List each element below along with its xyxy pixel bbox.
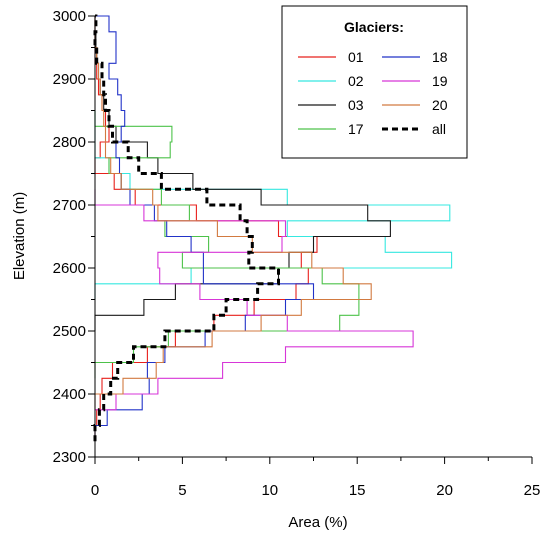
x-tick-label: 25	[524, 482, 541, 499]
y-tick-label: 2700	[53, 197, 86, 214]
legend: Glaciers: 01 02 03 17 18 19 20 all	[281, 5, 468, 159]
legend-title: Glaciers:	[344, 19, 404, 35]
y-axis-label: Elevation (m)	[11, 192, 28, 280]
x-tick-label: 20	[436, 482, 453, 499]
x-tick-label: 0	[91, 482, 99, 499]
series-line-20	[94, 31, 372, 410]
legend-label-03: 03	[348, 97, 364, 113]
legend-label-all: all	[432, 121, 446, 137]
legend-label-02: 02	[348, 73, 364, 89]
legend-frame	[281, 5, 468, 159]
axes-layer: 2300 2400 2500 2600 2700 2800 2900 3000 0 5 10 15 20…	[53, 8, 541, 499]
y-tick-label: 2600	[53, 260, 86, 277]
y-tick-label: 2300	[53, 449, 86, 466]
y-tick-label: 2800	[53, 134, 86, 151]
series-line-18	[94, 15, 315, 442]
legend-items: 01 02 03 17 18 19 20 all	[298, 49, 448, 137]
legend-label-01: 01	[348, 49, 364, 65]
y-tick-label: 2500	[53, 323, 86, 340]
y-tick-label: 3000	[53, 8, 86, 25]
series-line-all	[93, 14, 280, 442]
x-axis-label: Area (%)	[288, 514, 347, 531]
legend-label-18: 18	[432, 49, 448, 65]
x-tick-label: 5	[178, 482, 186, 499]
legend-label-20: 20	[432, 97, 448, 113]
y-tick-label: 2900	[53, 71, 86, 88]
y-tick-label: 2400	[53, 386, 86, 403]
series-layer	[93, 14, 453, 442]
legend-label-19: 19	[432, 73, 448, 89]
legend-label-17: 17	[348, 121, 364, 137]
x-tick-label: 10	[261, 482, 278, 499]
x-tick-label: 15	[349, 482, 366, 499]
